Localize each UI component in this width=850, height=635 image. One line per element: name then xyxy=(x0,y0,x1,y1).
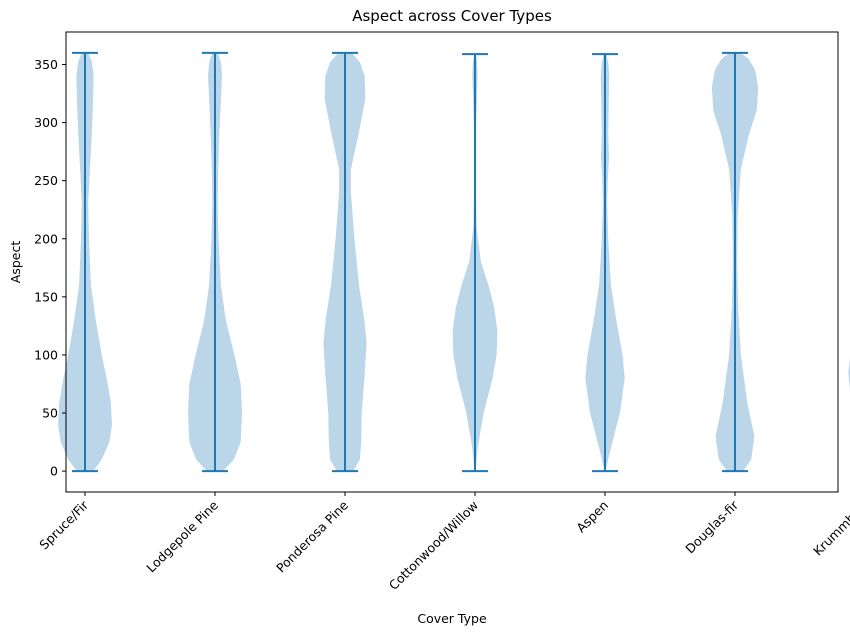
x-tick-label: Krummholz xyxy=(810,497,850,558)
axes-frame xyxy=(65,31,839,493)
y-tick-label: 100 xyxy=(34,347,58,362)
y-tick-label: 150 xyxy=(34,289,58,304)
x-tick-label: Spruce/Fir xyxy=(36,497,91,552)
x-tick-label: Ponderosa Pine xyxy=(273,497,351,575)
x-tick-label: Aspen xyxy=(573,498,611,536)
x-axis-ticks: Spruce/Fir Lodgepole Pine Ponderosa Pine Co… xyxy=(36,492,850,593)
x-tick-label: Cottonwood/Willow xyxy=(386,498,481,593)
x-axis-label: Cover Type xyxy=(417,611,487,626)
x-tick-label: Douglas-fir xyxy=(682,497,742,557)
y-axis-label: Aspect xyxy=(8,241,23,284)
y-axis-ticks: 0 50 100 150 200 250 300 350 xyxy=(34,57,66,479)
plot-area xyxy=(58,51,850,473)
y-tick-label: 350 xyxy=(34,57,58,72)
y-tick-label: 300 xyxy=(34,115,58,130)
y-tick-label: 50 xyxy=(42,406,58,421)
x-tick-label: Lodgepole Pine xyxy=(143,497,221,575)
y-tick-label: 0 xyxy=(50,464,58,479)
y-tick-label: 250 xyxy=(34,173,58,188)
y-tick-label: 200 xyxy=(34,231,58,246)
chart-title: Aspect across Cover Types xyxy=(352,7,552,25)
